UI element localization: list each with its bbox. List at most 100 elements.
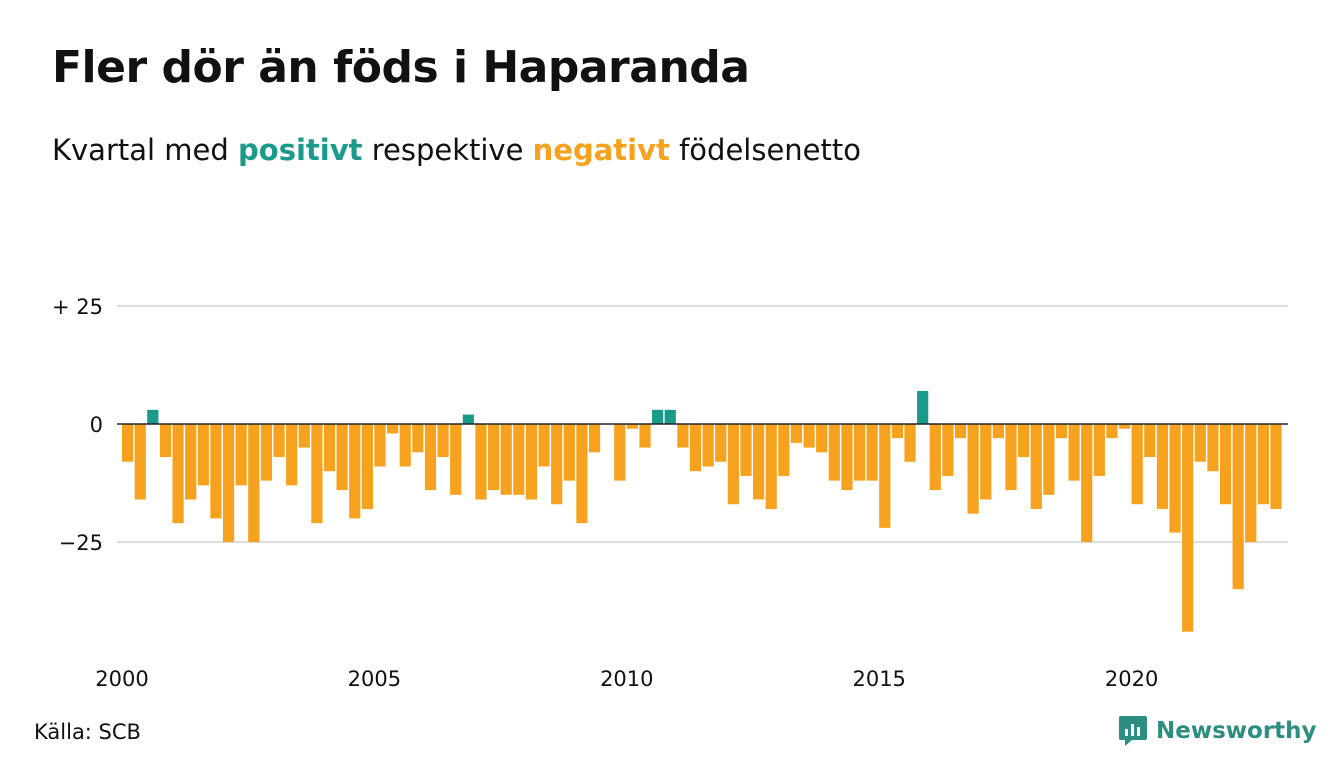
bar (715, 424, 727, 462)
bar (954, 424, 967, 439)
x-tick-label: 2020 (1105, 667, 1158, 691)
bar (286, 424, 298, 486)
bar (323, 424, 336, 472)
x-tick-label: 2000 (95, 667, 148, 691)
bar (853, 424, 866, 481)
bar (248, 424, 260, 542)
bar (992, 424, 1004, 439)
x-tick-label: 2015 (852, 667, 905, 691)
bar (424, 424, 437, 491)
bar (273, 424, 285, 458)
bar (967, 424, 979, 514)
bar (336, 424, 348, 491)
y-tick-label: −25 (59, 531, 103, 555)
bar (134, 424, 146, 500)
bar (1144, 424, 1156, 458)
bar (500, 424, 512, 495)
bar (689, 424, 702, 472)
brand-name: Newsworthy (1156, 718, 1317, 744)
bar (803, 424, 815, 448)
bar (122, 424, 134, 462)
bar (210, 424, 222, 519)
bar (197, 424, 209, 486)
bar (1005, 424, 1017, 491)
bar (450, 424, 462, 495)
bar (1131, 424, 1143, 505)
bar (866, 424, 878, 481)
subtitle-middle: respektive (362, 133, 533, 167)
bar (1257, 424, 1269, 505)
bar (1018, 424, 1030, 458)
x-tick-label: 2005 (348, 667, 401, 691)
bar (664, 409, 676, 424)
y-tick-label: 0 (90, 413, 103, 437)
bar (1156, 424, 1169, 509)
bar (1169, 424, 1181, 533)
legend-negative: negativt (532, 133, 670, 167)
bar (525, 424, 538, 500)
bar (1068, 424, 1080, 481)
bar (942, 424, 954, 476)
bar (677, 424, 689, 448)
bar (588, 424, 601, 453)
bar (412, 424, 424, 453)
bar (462, 414, 474, 424)
subtitle-prefix: Kvartal med (52, 133, 239, 167)
bar (147, 409, 159, 424)
bar (639, 424, 651, 448)
bar (576, 424, 588, 524)
bar (740, 424, 752, 476)
bar (399, 424, 411, 467)
bar (1207, 424, 1219, 472)
bar (778, 424, 790, 476)
bar (387, 424, 399, 434)
bar (185, 424, 197, 500)
bar (1219, 424, 1232, 505)
bar (879, 424, 891, 528)
chart-subtitle: Kvartal med positivt respektive negativt… (52, 133, 861, 167)
bar (349, 424, 361, 519)
bar (753, 424, 765, 500)
bar (311, 424, 323, 524)
bar (816, 424, 828, 453)
bar (1245, 424, 1257, 542)
bar (1182, 424, 1194, 632)
bar (1055, 424, 1068, 439)
bar (1270, 424, 1282, 509)
bar (1043, 424, 1055, 495)
bar (702, 424, 714, 467)
bar (980, 424, 992, 500)
bar (172, 424, 184, 524)
legend-positive: positivt (238, 133, 363, 167)
bar (929, 424, 941, 491)
bar (374, 424, 386, 467)
x-tick-label: 2010 (600, 667, 653, 691)
bar (551, 424, 563, 505)
bar (891, 424, 904, 439)
bar (260, 424, 273, 481)
brand-logo: Newsworthy (1118, 714, 1317, 748)
subtitle-suffix: födelsenetto (669, 133, 861, 167)
source-note: Källa: SCB (34, 720, 141, 744)
newsworthy-icon (1119, 716, 1147, 746)
bar (841, 424, 853, 491)
bar (513, 424, 525, 495)
bar (1030, 424, 1042, 509)
bar (765, 424, 777, 509)
bar (1194, 424, 1206, 462)
bar (790, 424, 803, 443)
bar (626, 424, 638, 429)
bar (652, 409, 664, 424)
bar (1106, 424, 1118, 439)
bar (222, 424, 235, 542)
bar (1093, 424, 1105, 476)
bar (1118, 424, 1131, 429)
bar (1232, 424, 1244, 590)
bar (437, 424, 449, 458)
bar (475, 424, 487, 500)
bar (904, 424, 916, 462)
bar (828, 424, 840, 481)
bar (298, 424, 310, 448)
bar (361, 424, 373, 509)
